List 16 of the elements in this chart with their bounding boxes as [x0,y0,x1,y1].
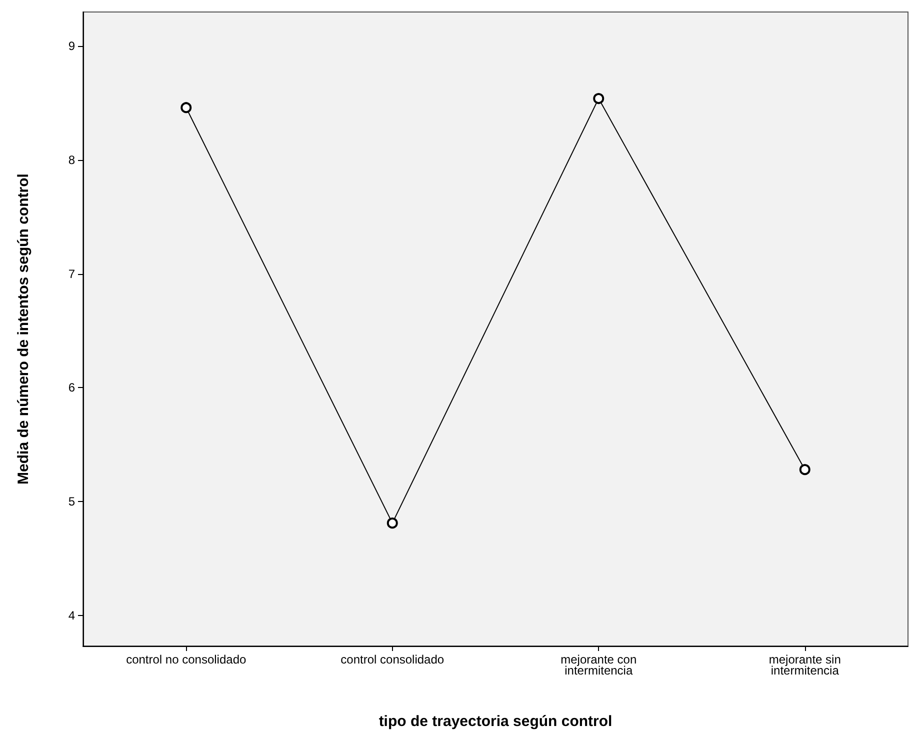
x-tick-label: mejorante con intermitencia [560,652,637,678]
point [799,464,810,476]
point [386,518,398,529]
x-tick-label: control no consolidado [126,652,246,666]
point [593,93,604,104]
y-tick-label: 4 [68,608,76,622]
x-axis-title: tipo de trayectoria según control [378,713,612,730]
y-axis-title: Media de número de intentos según control [15,174,32,484]
y-tick-label: 9 [68,39,76,54]
y-tick-label: 6 [68,380,76,395]
x-tick-label: control consolidado [340,652,444,666]
y-tick-label: 5 [68,494,76,508]
y-tick-label: 7 [68,266,76,281]
point [180,102,192,114]
x-tick-label: mejorante sin intermitencia [768,652,841,678]
y-tick-label: 8 [68,152,76,167]
